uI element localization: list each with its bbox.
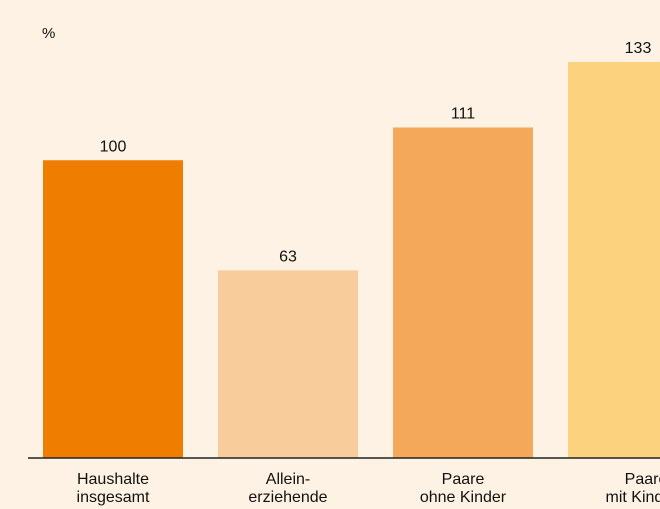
category-label-3-line-1: Paare: [442, 471, 485, 488]
category-label-1-line-1: Haushalte: [77, 471, 149, 488]
bar-1: [43, 160, 183, 458]
data-label-2: 63: [279, 248, 297, 265]
bar-3: [393, 127, 533, 459]
category-label-1-line-2: insgesamt: [77, 489, 150, 506]
y-unit-label: %: [42, 25, 55, 42]
category-label-3-line-2: ohne Kinder: [420, 489, 507, 506]
bar-4: [568, 62, 660, 458]
category-label-2-line-1: Allein-: [266, 471, 310, 488]
bar-2: [218, 270, 358, 458]
category-label-2-line-2: erziehende: [248, 489, 327, 506]
category-label-4-line-2: mit Kindern: [606, 489, 660, 506]
data-label-3: 111: [451, 106, 475, 123]
data-label-1: 100: [100, 138, 127, 155]
data-label-4: 133: [625, 40, 652, 57]
category-label-4-line-1: Paare: [625, 471, 660, 488]
